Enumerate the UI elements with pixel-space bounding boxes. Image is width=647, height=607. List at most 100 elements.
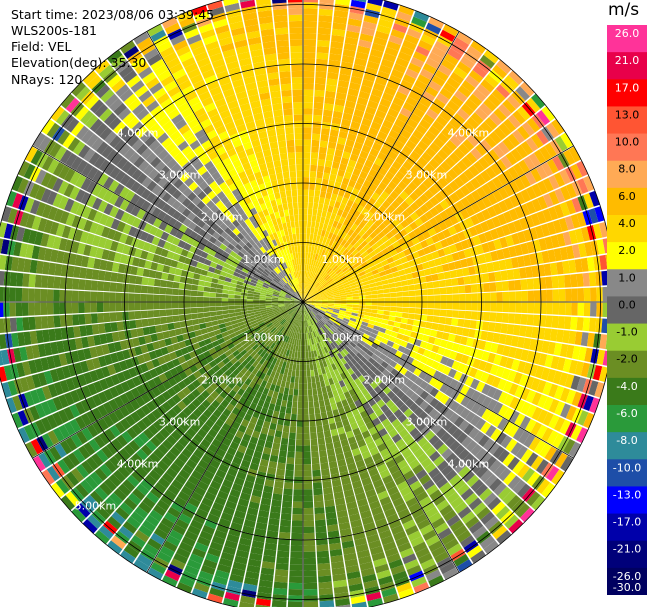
velocity-gate <box>537 394 548 409</box>
velocity-gate <box>531 265 540 278</box>
velocity-gate <box>537 180 549 195</box>
velocity-gate <box>306 277 310 284</box>
velocity-gate <box>475 381 486 393</box>
velocity-gate <box>280 437 289 445</box>
velocity-gate <box>312 127 321 135</box>
velocity-gate <box>320 184 328 192</box>
velocity-gate <box>323 493 334 501</box>
velocity-gate <box>388 261 397 269</box>
velocity-gate <box>387 108 399 119</box>
velocity-gate <box>322 172 330 180</box>
velocity-gate <box>357 156 367 165</box>
velocity-gate <box>311 288 317 294</box>
velocity-gate <box>326 290 333 295</box>
velocity-gate <box>577 178 589 194</box>
velocity-gate <box>571 197 583 213</box>
velocity-gate <box>278 412 286 420</box>
velocity-gate <box>411 271 420 279</box>
velocity-gate <box>338 313 345 318</box>
velocity-gate <box>361 207 369 216</box>
velocity-gate <box>362 280 370 286</box>
velocity-gate <box>483 362 493 374</box>
velocity-gate <box>370 286 378 292</box>
velocity-gate <box>464 376 475 387</box>
velocity-gate <box>303 14 318 22</box>
velocity-gate <box>303 164 310 171</box>
velocity-gate <box>315 531 328 540</box>
velocity-gate <box>474 223 484 235</box>
velocity-gate <box>306 283 309 291</box>
velocity-gate <box>333 296 341 299</box>
velocity-gate <box>419 276 427 284</box>
velocity-gate <box>191 313 199 320</box>
velocity-gate <box>371 329 379 335</box>
velocity-gate <box>525 326 533 338</box>
velocity-gate <box>515 291 522 302</box>
velocity-gate <box>332 311 339 316</box>
velocity-gate <box>476 393 487 405</box>
velocity-gate <box>297 408 303 415</box>
velocity-gate <box>357 129 368 139</box>
velocity-gate <box>65 314 74 327</box>
velocity-gate <box>413 319 421 327</box>
velocity-gate <box>388 129 400 140</box>
velocity-gate <box>514 177 526 191</box>
velocity-gate <box>601 318 609 334</box>
velocity-gate <box>381 337 389 345</box>
velocity-gate <box>510 257 519 269</box>
velocity-gate <box>278 450 287 458</box>
velocity-gate <box>419 320 427 328</box>
velocity-gate <box>582 412 595 429</box>
velocity-gate <box>342 319 349 325</box>
velocity-gate <box>293 389 299 396</box>
velocity-gate <box>487 352 496 364</box>
velocity-gate <box>303 45 316 53</box>
velocity-gate <box>568 359 578 375</box>
velocity-gate <box>327 300 335 302</box>
velocity-gate <box>304 277 306 284</box>
velocity-gate <box>110 272 118 282</box>
velocity-gate <box>347 228 355 237</box>
velocity-gate <box>309 413 316 421</box>
velocity-gate <box>556 329 564 343</box>
velocity-gate <box>533 149 547 164</box>
velocity-gate <box>525 266 533 278</box>
velocity-gate <box>259 297 266 300</box>
velocity-gate <box>422 178 433 189</box>
velocity-gate <box>310 432 318 440</box>
velocity-gate <box>346 299 353 302</box>
velocity-gate <box>270 448 280 457</box>
velocity-gate <box>363 284 371 289</box>
velocity-gate <box>401 176 412 186</box>
velocity-gate <box>381 349 390 357</box>
velocity-gate <box>330 272 337 279</box>
velocity-gate <box>439 87 454 100</box>
velocity-gate <box>576 211 587 227</box>
velocity-gate <box>413 187 424 198</box>
velocity-gate <box>315 302 322 304</box>
velocity-gate <box>532 314 541 327</box>
velocity-gate <box>424 200 435 210</box>
velocity-gate <box>148 325 157 335</box>
velocity-gate <box>546 289 553 302</box>
velocity-gate <box>379 125 391 135</box>
velocity-gate <box>414 353 423 362</box>
velocity-gate <box>383 288 390 294</box>
velocity-gate <box>466 337 475 347</box>
velocity-gate <box>308 246 312 253</box>
velocity-gate <box>128 293 135 302</box>
velocity-gate <box>346 324 354 330</box>
velocity-gate <box>333 308 340 312</box>
velocity-gate <box>339 309 346 314</box>
velocity-gate <box>317 40 330 48</box>
velocity-gate <box>316 46 330 54</box>
velocity-gate <box>366 133 377 143</box>
velocity-gate <box>315 303 322 305</box>
velocity-gate <box>531 93 546 109</box>
velocity-gate <box>370 312 378 318</box>
velocity-gate <box>577 288 585 302</box>
velocity-gate <box>318 443 327 452</box>
velocity-gate <box>246 299 254 302</box>
velocity-gate <box>190 307 198 314</box>
velocity-gate <box>314 295 321 299</box>
